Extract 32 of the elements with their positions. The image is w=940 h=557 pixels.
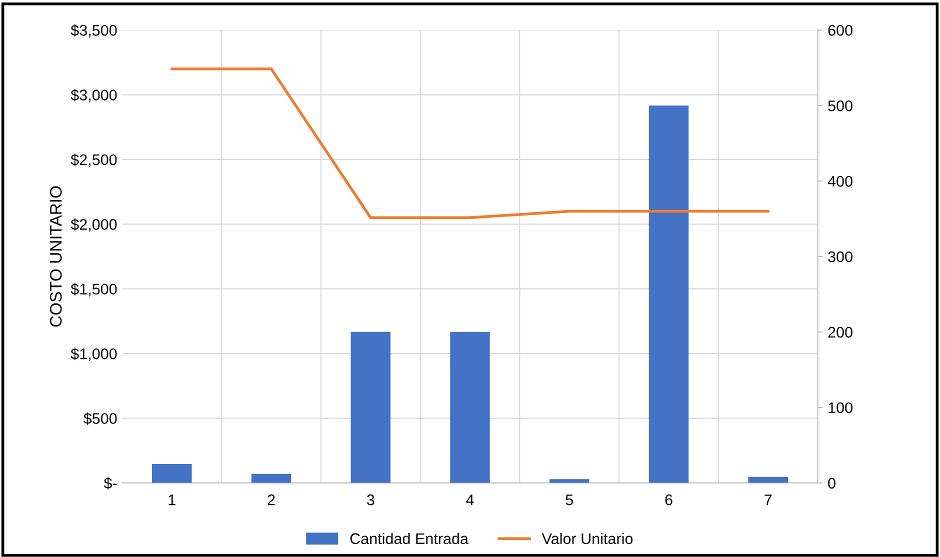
x-tick-label: 4 [466, 494, 474, 506]
bar [549, 479, 590, 483]
x-tick-label: 3 [366, 494, 374, 506]
bar [152, 464, 192, 483]
y-tick-label: $3,000 [70, 88, 117, 102]
y-axis-title: COSTO UNITARIO [50, 186, 62, 327]
y2-tick-label: 100 [828, 402, 852, 414]
y-tick-label: $2,000 [70, 218, 117, 232]
x-tick-label: 1 [168, 494, 176, 506]
y2-tick-label: 200 [828, 326, 852, 338]
bar [350, 332, 391, 483]
bar [450, 332, 490, 483]
y2-tick-label: 500 [828, 100, 852, 112]
x-tick-label: 5 [566, 494, 573, 506]
bar [251, 474, 292, 483]
y-tick-label: $3,500 [70, 24, 117, 38]
x-tick-label: 6 [665, 494, 672, 506]
bar [648, 106, 689, 483]
y-tick-label: $2,500 [70, 154, 117, 167]
legend-label: Cantidad Entrada [350, 532, 468, 544]
y2-tick-label: 400 [828, 176, 852, 187]
x-tick-label: 7 [764, 494, 772, 506]
legend-label: Valor Unitario [542, 532, 633, 544]
x-tick-label: 2 [268, 494, 275, 506]
bar [748, 476, 788, 483]
y-tick-label: $- [104, 477, 117, 490]
y-tick-label: $500 [84, 412, 117, 425]
y-tick-label: $1,500 [70, 283, 117, 296]
y2-tick-label: 300 [828, 251, 852, 262]
y-tick-label: $1,000 [70, 348, 117, 362]
y2-tick-label: 0 [828, 478, 836, 489]
y2-tick-label: 600 [828, 24, 852, 36]
